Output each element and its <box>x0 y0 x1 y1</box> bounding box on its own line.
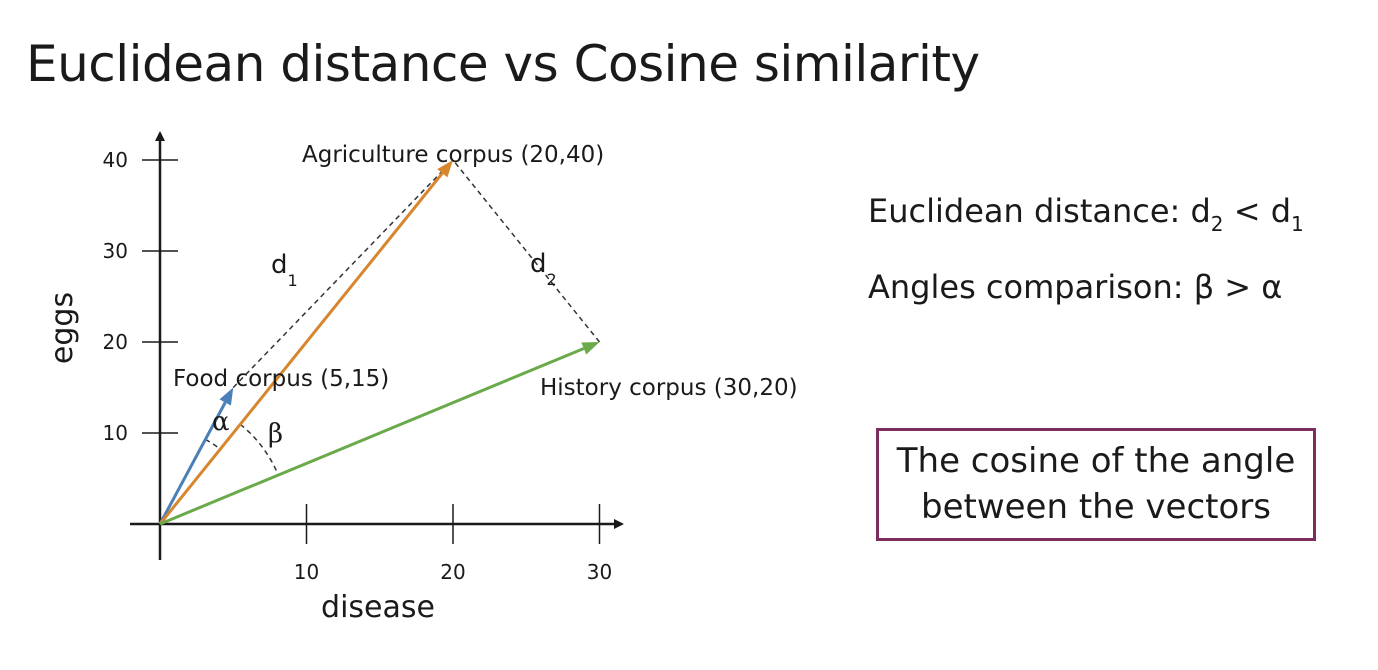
euclidean-comparison: Euclidean distance: d2 < d1 <box>868 192 1304 236</box>
angle-label-2: β <box>268 419 283 449</box>
euclid-sub-2: 2 <box>1210 212 1224 236</box>
distance-line-1 <box>232 159 454 389</box>
euclid-lt: < d <box>1223 192 1291 230</box>
angle-label-1: α <box>212 407 230 437</box>
vector-arrowhead-1 <box>219 387 234 406</box>
vector-label-3: History corpus (30,20) <box>540 375 798 401</box>
vector-arrowhead-2 <box>437 160 453 178</box>
y-tick-label: 40 <box>103 148 128 172</box>
page-title: Euclidean distance vs Cosine similarity <box>26 35 980 93</box>
vector-line-1 <box>158 401 227 525</box>
euclid-sub-1: 1 <box>1291 212 1304 236</box>
box-line-2: between the vectors <box>921 486 1271 527</box>
distance-lines <box>205 159 601 476</box>
vector-diagram: 10 20 30 10 20 30 40 disease eggs Food corpus (5… <box>45 131 798 625</box>
ticks: 10 20 30 10 20 30 40 <box>103 148 613 584</box>
distance-label-1: d1 <box>271 250 298 290</box>
x-tick-label: 10 <box>294 560 319 584</box>
y-tick-label: 20 <box>103 330 128 354</box>
y-tick-label: 30 <box>103 239 128 263</box>
x-tick-label: 30 <box>587 560 612 584</box>
x-axis-label: disease <box>321 590 435 625</box>
axes <box>130 131 624 560</box>
vector-line-3 <box>159 347 585 526</box>
y-axis-label: eggs <box>45 292 80 364</box>
cosine-definition-box: The cosine of the angle between the vect… <box>876 428 1316 541</box>
distance-line-2 <box>452 159 601 343</box>
labels: disease eggs Food corpus (5,15) Agriculture… <box>45 142 798 625</box>
vectors <box>158 160 600 526</box>
vector-line-2 <box>158 172 444 525</box>
vector-label-1: Food corpus (5,15) <box>173 366 389 392</box>
beta-arc <box>239 423 279 476</box>
x-tick-label: 20 <box>440 560 465 584</box>
alpha-arc <box>205 438 221 450</box>
distance-label-2: d2 <box>530 249 557 289</box>
vector-label-2: Agriculture corpus (20,40) <box>302 142 604 168</box>
angles-comparison: Angles comparison: β > α <box>868 268 1283 306</box>
y-tick-label: 10 <box>103 421 128 445</box>
vector-arrowhead-3 <box>581 342 600 355</box>
euclid-text: Euclidean distance: d <box>868 192 1211 230</box>
box-line-1: The cosine of the angle <box>896 440 1296 481</box>
